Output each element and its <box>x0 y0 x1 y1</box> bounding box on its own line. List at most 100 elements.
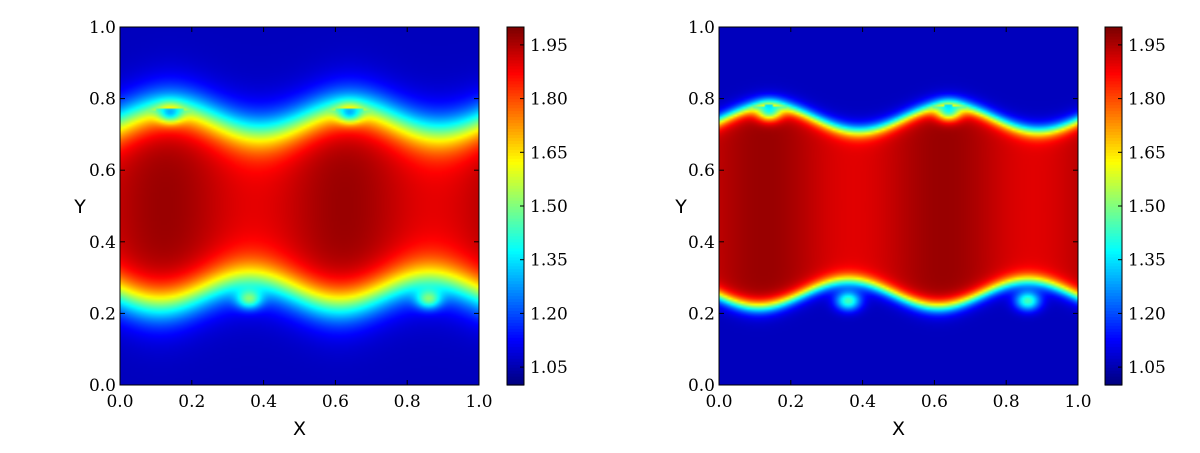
colorbar-swatch <box>507 146 524 150</box>
colorbar-swatch <box>1105 220 1122 225</box>
colorbar-swatch <box>507 122 524 127</box>
colorbar-swatch <box>1105 298 1122 303</box>
colorbar-swatch <box>1105 301 1122 306</box>
colorbar-swatch <box>507 176 524 180</box>
colorbar-swatch <box>1105 41 1122 46</box>
colorbar-swatch <box>507 250 524 255</box>
colorbar-swatch <box>507 200 524 204</box>
colorbar-swatch <box>1105 59 1122 64</box>
colorbar-swatch <box>507 71 524 76</box>
colorbar-swatch <box>1105 325 1122 329</box>
colorbar-swatch <box>1105 104 1122 109</box>
colorbar-swatch <box>507 238 524 243</box>
colorbar-swatch <box>507 92 524 97</box>
colorbar-tick-label: 1.35 <box>530 251 568 271</box>
colorbar-tick-label: 1.65 <box>530 143 568 163</box>
colorbar-swatch <box>507 119 524 124</box>
colorbar-swatch <box>507 301 524 306</box>
colorbar-swatch <box>1105 173 1122 177</box>
colorbar-swatch <box>1105 283 1122 288</box>
x-tick-label: 0.6 <box>322 392 349 412</box>
heatmap-panel-2: 0.0 0.2 0.4 0.6 0.8 1.0 0.0 0.2 0.4 0.6 0.8 1.0 X Y 1.… <box>674 18 1166 440</box>
colorbar-swatch <box>507 382 524 386</box>
colorbar-swatch <box>507 313 524 317</box>
colorbar-swatch <box>1105 128 1122 133</box>
colorbar-swatch <box>507 352 524 356</box>
colorbar-swatch <box>1105 137 1122 141</box>
colorbar-swatch <box>1105 337 1122 341</box>
x-tick-label: 0.8 <box>394 392 421 412</box>
colorbar-swatch <box>1105 155 1122 159</box>
colorbar-swatch <box>1105 56 1122 61</box>
colorbar-swatch <box>1105 143 1122 147</box>
colorbar-swatch <box>1105 223 1122 228</box>
colorbar-swatch <box>507 241 524 246</box>
colorbar: 1.05 1.20 1.35 1.50 1.65 1.80 1.95 <box>506 26 568 386</box>
colorbar-swatch <box>507 235 524 240</box>
colorbar-swatch <box>1105 50 1122 55</box>
colorbar-swatch <box>1105 125 1122 130</box>
colorbar-swatch <box>507 268 524 273</box>
colorbar-swatch <box>507 229 524 234</box>
colorbar-swatch <box>1105 319 1122 323</box>
colorbar-swatch <box>1105 113 1122 118</box>
colorbar-swatch <box>1105 83 1122 88</box>
colorbar-swatch <box>1105 140 1122 144</box>
colorbar-swatch <box>507 125 524 130</box>
colorbar-tick-label: 1.05 <box>1128 358 1166 378</box>
colorbar-swatch <box>507 337 524 341</box>
colorbar-swatch <box>507 113 524 118</box>
colorbar-swatch <box>507 322 524 326</box>
colorbar-swatch <box>1105 238 1122 243</box>
colorbar-swatch <box>507 304 524 309</box>
y-tick-label: 0.8 <box>688 90 715 110</box>
colorbar-swatch <box>507 74 524 79</box>
y-tick-label: 0.6 <box>688 161 715 181</box>
colorbar-swatch <box>507 86 524 91</box>
colorbar-swatch <box>507 155 524 159</box>
colorbar-swatch <box>1105 307 1122 312</box>
colorbar-swatch <box>507 143 524 147</box>
colorbar-swatch <box>1105 247 1122 252</box>
colorbar-swatch <box>507 280 524 285</box>
colorbar-swatch <box>1105 250 1122 255</box>
colorbar-swatch <box>1105 217 1122 222</box>
x-tick-label: 1.0 <box>1064 392 1091 412</box>
colorbar-swatch <box>507 89 524 94</box>
colorbar-swatch <box>507 110 524 115</box>
colorbar-swatch <box>1105 107 1122 112</box>
colorbar-swatch <box>507 232 524 237</box>
colorbar-swatch <box>507 262 524 267</box>
x-axis-label: X <box>293 418 306 440</box>
colorbar-swatch <box>507 149 524 153</box>
y-tick-label: 0.6 <box>89 161 116 181</box>
colorbar-swatch <box>1105 328 1122 332</box>
colorbar-swatch <box>1105 376 1122 380</box>
colorbar-swatch <box>507 259 524 264</box>
colorbar-swatch <box>1105 119 1122 124</box>
colorbar-swatch <box>507 185 524 189</box>
colorbar-swatch <box>1105 241 1122 246</box>
colorbar-swatch <box>1105 259 1122 264</box>
colorbar-swatch <box>507 355 524 359</box>
colorbar-swatch <box>1105 170 1122 174</box>
colorbar-swatch <box>1105 200 1122 204</box>
colorbar-swatch <box>507 361 524 365</box>
colorbar-swatch <box>1105 182 1122 186</box>
colorbar-swatch <box>507 334 524 338</box>
colorbar-swatch <box>1105 197 1122 201</box>
colorbar-swatch <box>507 274 524 279</box>
colorbar-swatch <box>1105 232 1122 237</box>
y-axis-label: Y <box>73 196 86 218</box>
colorbar-swatch <box>507 376 524 380</box>
colorbar-swatch <box>507 65 524 70</box>
colorbar-swatch <box>1105 370 1122 374</box>
colorbar-swatch <box>1105 86 1122 91</box>
colorbar-swatch <box>507 379 524 383</box>
colorbar-tick-label: 1.05 <box>530 358 568 378</box>
x-tick-label: 0.2 <box>777 392 804 412</box>
colorbar-tick-label: 1.50 <box>1128 197 1166 217</box>
colorbar-swatch <box>507 307 524 312</box>
y-tick-label: 0.0 <box>89 376 116 396</box>
colorbar-swatch <box>507 206 524 210</box>
